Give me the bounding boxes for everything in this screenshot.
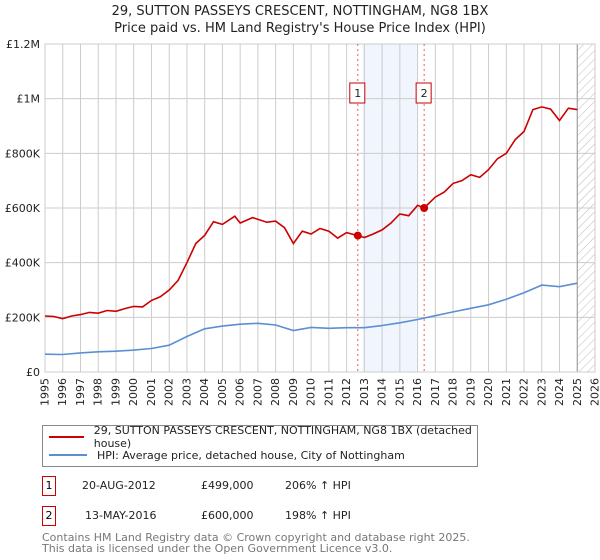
x-tick-label: 2025 <box>571 378 584 406</box>
legend-swatch-red <box>49 436 84 438</box>
sale-point <box>420 204 429 212</box>
x-tick-label: 2000 <box>127 378 140 406</box>
x-tick-label: 2024 <box>553 378 566 406</box>
x-tick-label: 1997 <box>74 378 87 406</box>
x-tick-label: 1999 <box>109 378 122 406</box>
chart-subtitle: Price paid vs. HM Land Registry's House … <box>114 21 486 36</box>
sale-point <box>353 231 362 240</box>
sale-label: 1 <box>354 87 361 100</box>
y-tick-label: £0 <box>26 366 40 379</box>
legend-label: 29, SUTTON PASSEYS CRESCENT, NOTTINGHAM,… <box>93 424 472 450</box>
x-tick-label: 2015 <box>393 378 406 406</box>
y-tick-label: £800K <box>5 147 41 160</box>
legend-item-property: 29, SUTTON PASSEYS CRESCENT, NOTTINGHAM,… <box>49 424 477 450</box>
property-price-line <box>44 106 578 320</box>
x-tick-label: 2026 <box>589 378 600 406</box>
y-tick-label: £400K <box>5 257 41 270</box>
footer-line: Contains HM Land Registry data © Crown c… <box>42 531 470 544</box>
transaction-hpi: 198% ↑ HPI <box>285 509 351 522</box>
x-tick-label: 1995 <box>39 378 52 406</box>
x-tick-label: 2022 <box>518 378 531 406</box>
transaction-date: 13-MAY-2016 <box>85 509 157 522</box>
x-tick-label: 1996 <box>56 378 69 406</box>
y-tick-label: £1M <box>17 93 41 106</box>
legend: 29, SUTTON PASSEYS CRESCENT, NOTTINGHAM,… <box>42 424 478 467</box>
legend-item-hpi: HPI: Average price, detached house, City… <box>49 447 405 463</box>
x-tick-label: 2003 <box>180 378 193 406</box>
x-tick-label: 2010 <box>305 378 318 406</box>
x-tick-label: 2021 <box>500 378 513 406</box>
legend-swatch-blue <box>49 454 87 456</box>
x-tick-label: 2023 <box>535 378 548 406</box>
transaction-price: £600,000 <box>201 509 254 522</box>
hpi-line <box>44 282 578 356</box>
x-tick-label: 2008 <box>269 378 282 406</box>
x-tick-label: 2019 <box>464 378 477 406</box>
x-tick-label: 2013 <box>358 378 371 406</box>
transaction-price: £499,000 <box>201 479 254 492</box>
x-tick-label: 2018 <box>447 378 460 406</box>
x-tick-label: 1998 <box>92 378 105 406</box>
plot-border <box>44 43 596 373</box>
x-tick-label: 2011 <box>322 378 335 406</box>
marker-badge: 2 <box>42 506 56 526</box>
sale-label-box <box>349 82 366 104</box>
x-tick-label: 2009 <box>287 378 300 406</box>
footer: Contains HM Land Registry data © Crown c… <box>42 532 470 554</box>
chart-title: 29, SUTTON PASSEYS CRESCENT, NOTTINGHAM,… <box>111 4 489 19</box>
x-tick-label: 2014 <box>376 378 389 406</box>
sale-label-box <box>415 82 432 104</box>
x-tick-label: 2020 <box>482 378 495 406</box>
plot-area: 1 2 1995 1996 1997 1998 1999 2000 2001 2002 2003 20… <box>5 38 600 406</box>
y-tick-label: £1.2M <box>6 38 40 51</box>
x-tick-label: 2006 <box>234 378 247 406</box>
y-tick-label: £200K <box>5 311 41 324</box>
sale-label: 2 <box>421 87 428 100</box>
x-tick-label: 2016 <box>411 378 424 406</box>
y-tick-label: £600K <box>5 202 41 215</box>
marker-badge: 1 <box>42 476 56 496</box>
transaction-hpi: 206% ↑ HPI <box>285 479 351 492</box>
x-tick-label: 2005 <box>216 378 229 406</box>
x-tick-label: 2001 <box>145 378 158 406</box>
legend-label: HPI: Average price, detached house, City… <box>97 448 405 462</box>
x-tick-label: 2017 <box>429 378 442 406</box>
x-tick-label: 2002 <box>163 378 176 406</box>
x-tick-label: 2007 <box>251 378 264 406</box>
footer-line: This data is licensed under the Open Gov… <box>42 542 393 555</box>
transaction-date: 20-AUG-2012 <box>82 479 156 492</box>
x-tick-label: 2012 <box>340 378 353 406</box>
x-tick-label: 2004 <box>198 378 211 406</box>
